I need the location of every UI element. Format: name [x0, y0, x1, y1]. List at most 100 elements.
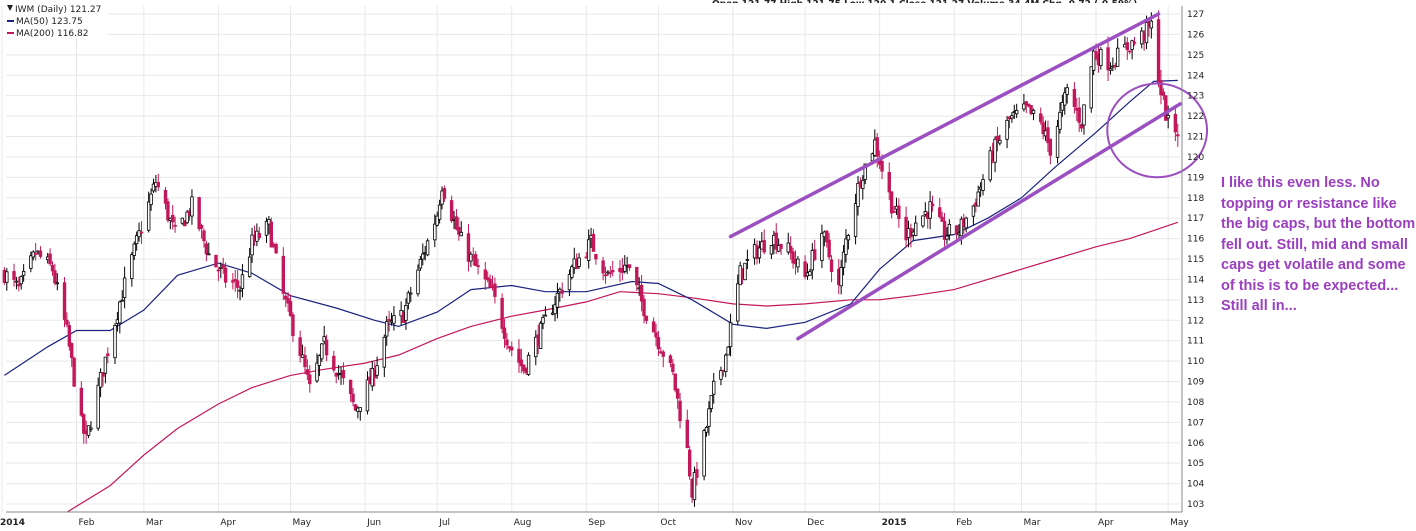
candle [459, 221, 463, 237]
candle [483, 261, 487, 291]
candle [281, 247, 286, 301]
y-tick-label: 114 [1187, 275, 1204, 285]
candle [745, 249, 750, 270]
candle [1072, 82, 1077, 114]
candle [303, 346, 307, 375]
candle [132, 241, 136, 260]
candle [173, 216, 177, 233]
candle [291, 312, 295, 343]
candle [1041, 116, 1045, 140]
candle [204, 240, 209, 262]
candle [55, 273, 60, 291]
y-tick-label: 109 [1187, 378, 1204, 388]
candle [79, 381, 84, 417]
candle [120, 290, 124, 302]
candle [635, 266, 639, 292]
candle [86, 425, 91, 439]
candle [861, 175, 865, 200]
y-tick-label: 117 [1187, 214, 1204, 224]
candle [190, 189, 194, 225]
candle [813, 239, 817, 262]
candle [476, 258, 480, 275]
y-tick-label: 123 [1187, 92, 1204, 102]
candle [995, 126, 1000, 152]
candle [284, 292, 288, 308]
candle [247, 248, 252, 278]
candle [846, 233, 851, 250]
candle [913, 215, 918, 237]
y-tick-label: 124 [1187, 71, 1204, 81]
candle [947, 219, 952, 241]
candle [404, 298, 408, 330]
candle [298, 330, 302, 363]
candle [762, 229, 766, 255]
candle [221, 257, 225, 274]
candle [841, 244, 846, 276]
candle [1106, 36, 1110, 82]
candle [964, 216, 968, 233]
candle [788, 236, 793, 260]
candle [687, 445, 692, 480]
candle [827, 232, 831, 261]
candle [644, 315, 649, 324]
x-month-label: Jul [438, 518, 450, 528]
candle [72, 356, 76, 388]
candle [1014, 103, 1019, 118]
candle [493, 277, 497, 304]
candle [1029, 105, 1033, 116]
candle [425, 238, 430, 257]
candles [2, 10, 1180, 507]
candle [238, 286, 242, 301]
x-month-label: Feb [956, 518, 972, 528]
candle [139, 220, 144, 245]
candle [207, 242, 211, 256]
upper-channel-trendline [728, 12, 1161, 239]
trendlines [728, 12, 1209, 341]
y-tick-label: 120 [1187, 153, 1204, 163]
candle [53, 263, 57, 286]
candle [998, 134, 1002, 146]
candle [921, 215, 925, 228]
candle [567, 269, 572, 296]
y-tick-label: 118 [1187, 194, 1204, 204]
candle [988, 146, 992, 183]
legend-ma50: MA(50) 123.75 [16, 17, 83, 27]
candle [1089, 66, 1093, 113]
x-month-label: Mar [1023, 518, 1040, 528]
candle [118, 300, 122, 334]
candle [233, 270, 237, 292]
candle [166, 198, 170, 223]
candle [19, 275, 23, 290]
candle [623, 255, 627, 274]
candle [5, 268, 9, 291]
candle [216, 267, 221, 281]
candle [928, 191, 932, 230]
candle [757, 240, 762, 264]
candle [796, 256, 800, 273]
candle [382, 334, 387, 378]
candle [743, 262, 747, 281]
annotation-note: I like this even less. No topping or res… [1221, 173, 1416, 317]
candle [538, 321, 543, 349]
candle [21, 264, 26, 282]
ma50-layer [4, 79, 1178, 376]
y-tick-label: 115 [1187, 255, 1204, 265]
candle [954, 225, 959, 240]
candle [274, 242, 278, 255]
candle [171, 205, 175, 230]
candle [829, 255, 834, 283]
candle [250, 227, 254, 263]
x-month-label: May [293, 518, 312, 528]
candle [555, 282, 560, 319]
candle [317, 354, 322, 377]
candle [308, 365, 312, 393]
candle [601, 256, 605, 281]
candle [517, 339, 521, 373]
candle [808, 268, 812, 276]
candle [803, 255, 807, 280]
candle [692, 466, 697, 507]
candle [560, 282, 564, 298]
ma200-line [66, 221, 1178, 513]
candle [656, 331, 661, 357]
y-tick-label: 110 [1187, 357, 1204, 367]
